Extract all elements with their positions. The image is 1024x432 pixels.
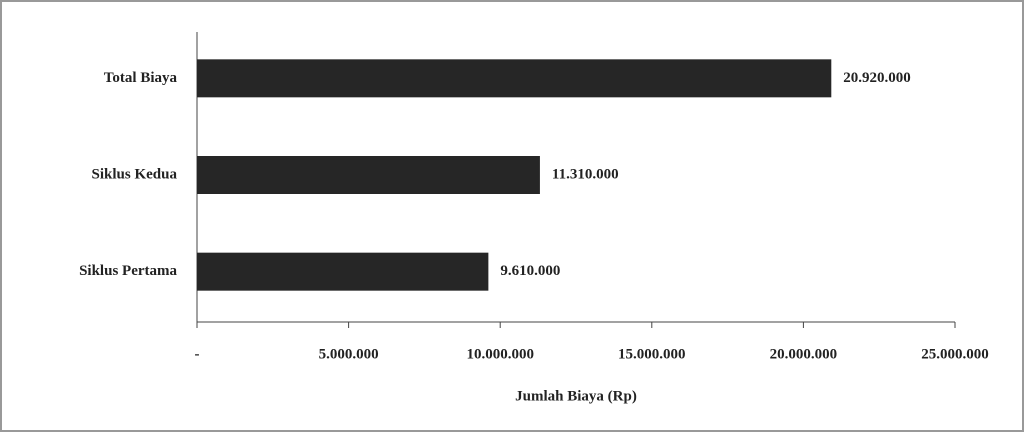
x-tick-label: -: [195, 346, 200, 362]
bar: [197, 156, 540, 194]
value-label: 11.310.000: [552, 166, 619, 182]
x-tick-label: 25.000.000: [921, 346, 989, 362]
x-tick-label: 20.000.000: [770, 346, 838, 362]
y-tick-label: Siklus Kedua: [92, 166, 178, 182]
bar: [197, 252, 489, 291]
x-axis-label: Jumlah Biaya (Rp): [515, 388, 637, 404]
value-label: 20.920.000: [843, 70, 911, 86]
y-tick-label: Total Biaya: [104, 70, 178, 86]
value-label: 9.610.000: [500, 263, 560, 279]
x-tick-label: 15.000.000: [618, 346, 686, 362]
x-tick-label: 5.000.000: [319, 346, 379, 362]
bar: [197, 59, 832, 98]
x-tick-label: 10.000.000: [466, 346, 534, 362]
y-tick-label: Siklus Pertama: [79, 263, 177, 279]
